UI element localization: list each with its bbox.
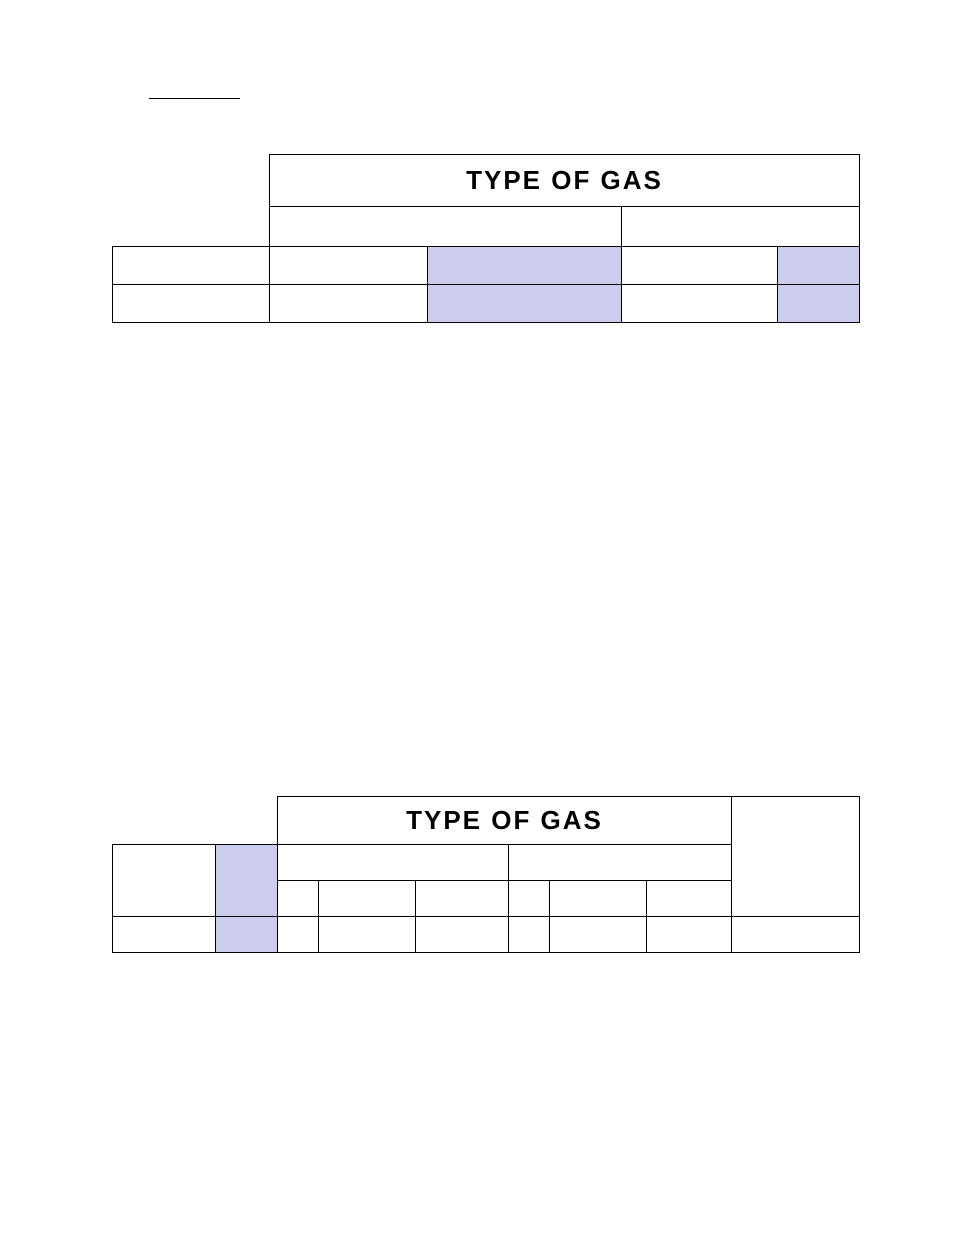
table-2-row-3 [113, 917, 860, 953]
table-1-r3c1 [113, 247, 270, 285]
page: TYPE OF GAS [0, 0, 954, 1235]
table-2-mid-c4 [509, 881, 550, 917]
table-2-leftblock-c1 [113, 845, 216, 917]
table-2-mid-c3 [416, 881, 509, 917]
table-1-row-subheader [113, 207, 860, 247]
table-1-r4c4 [622, 285, 778, 323]
table-2-mid-c5 [550, 881, 647, 917]
table-1-blank-topleft [113, 155, 270, 207]
table-1-r4c2 [270, 285, 428, 323]
table-1-header-text: TYPE OF GAS [466, 165, 663, 195]
table-2-r3c6 [509, 917, 550, 953]
underline-rule [149, 98, 240, 99]
table-1-r3c5 [778, 247, 860, 285]
table-2-r3c1 [113, 917, 216, 953]
table-2-blank-tl-a [113, 797, 216, 845]
table-2-r3c4 [319, 917, 416, 953]
table-2-mid-left-top [278, 845, 509, 881]
table-2-r3c8 [647, 917, 732, 953]
table-2-r3c2 [216, 917, 278, 953]
table-2-r3c9 [732, 917, 860, 953]
table-2-right-block [732, 797, 860, 917]
table-1-header-cell: TYPE OF GAS [270, 155, 860, 207]
table-2-mid-right-top [509, 845, 732, 881]
table-1-r4c1 [113, 285, 270, 323]
table-1-row-header: TYPE OF GAS [113, 155, 860, 207]
table-2-r3c7 [550, 917, 647, 953]
table-1-row-3 [113, 247, 860, 285]
table-2-header-cell: TYPE OF GAS [278, 797, 732, 845]
table-2-mid-c6 [647, 881, 732, 917]
table-1-r4c5 [778, 285, 860, 323]
table-2: TYPE OF GAS [112, 796, 860, 953]
table-2-mid-c2 [319, 881, 416, 917]
table-2-header-text: TYPE OF GAS [406, 805, 603, 835]
table-1-subheader-blank [113, 207, 270, 247]
table-2-mid-c1 [278, 881, 319, 917]
table-1-row-4 [113, 285, 860, 323]
table-1-r3c3 [428, 247, 622, 285]
table-1-subheader-left [270, 207, 622, 247]
table-2-r3c3 [278, 917, 319, 953]
table-2-leftblock-c2 [216, 845, 278, 917]
table-2-r3c5 [416, 917, 509, 953]
table-1-r3c4 [622, 247, 778, 285]
table-1: TYPE OF GAS [112, 154, 860, 323]
table-1-r3c2 [270, 247, 428, 285]
table-2-row-header: TYPE OF GAS [113, 797, 860, 845]
table-2-blank-tl-b [216, 797, 278, 845]
table-1-subheader-right [622, 207, 860, 247]
table-1-r4c3 [428, 285, 622, 323]
